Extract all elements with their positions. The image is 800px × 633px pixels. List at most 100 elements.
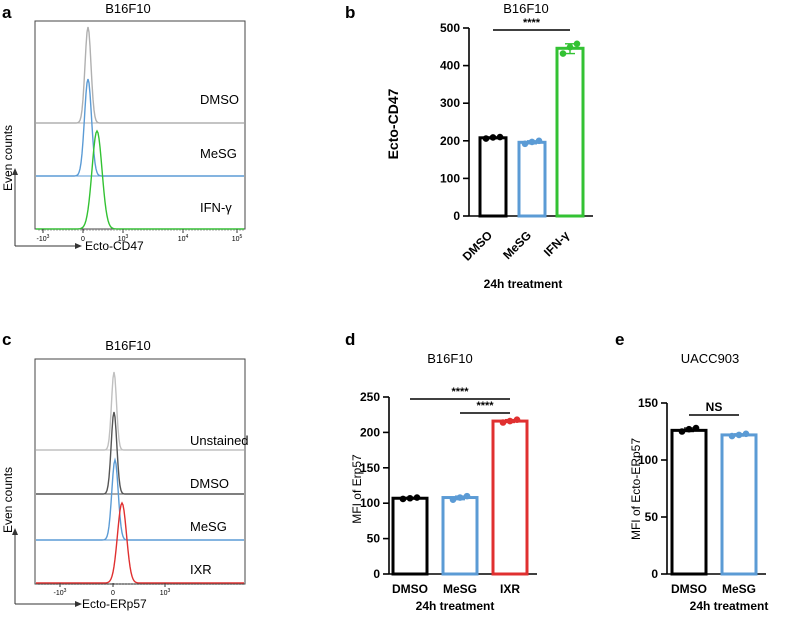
panel-c-label-dmso: DMSO xyxy=(190,476,229,491)
histogram-x-tick-label: 0 xyxy=(111,590,115,597)
panel-c-label-mesg: MeSG xyxy=(190,519,227,534)
panel-c-xlabel: Ecto-ERp57 xyxy=(82,597,147,611)
panel-d: B16F10 MFI of Erp57 24h treatment 0 50 100… xyxy=(350,351,537,613)
panel-b-title: B16F10 xyxy=(503,1,549,16)
data-point xyxy=(521,140,529,148)
panel-a-label-mesg: MeSG xyxy=(200,146,237,161)
y-tick-label: 50 xyxy=(367,532,381,546)
panel-c-ylabel: Even counts xyxy=(1,467,15,533)
panel-b: B16F10 Ecto-CD47 24h treatment 0 100 200 30… xyxy=(385,1,593,291)
y-tick-label: 400 xyxy=(440,59,460,73)
panel-c-title: B16F10 xyxy=(105,338,151,353)
y-tick-label: 100 xyxy=(638,453,658,467)
data-point xyxy=(513,416,521,423)
bar-ifn xyxy=(555,46,585,218)
panel-c-label-ixr: IXR xyxy=(190,562,212,577)
data-point xyxy=(678,428,686,435)
bar-mesg xyxy=(517,140,547,218)
panel-a: B16F10 -103 0 103 104 105 DMSO MeSG IFN-γ Ec… xyxy=(1,1,246,253)
panel-a-y-arrowhead xyxy=(12,168,18,175)
data-point xyxy=(482,135,490,142)
y-tick-label: 0 xyxy=(453,209,460,223)
data-point xyxy=(463,492,471,500)
panel-letter-c: c xyxy=(2,330,11,349)
data-point xyxy=(413,494,421,501)
x-category-label: DMSO xyxy=(460,228,495,263)
data-point xyxy=(742,430,750,438)
bar-mesg xyxy=(720,433,758,576)
bar-dmso xyxy=(670,428,708,576)
bar-dmso xyxy=(391,496,429,576)
panel-c-y-arrowhead xyxy=(12,528,18,535)
panel-letter-b: b xyxy=(345,3,355,22)
significance-label: **** xyxy=(523,17,541,29)
y-tick-label: 300 xyxy=(440,96,460,110)
data-point xyxy=(449,496,457,503)
y-tick-label: 50 xyxy=(645,510,659,524)
panel-letter-a: a xyxy=(2,3,12,22)
y-tick-label: 0 xyxy=(373,567,380,581)
x-category-label: IFN-γ xyxy=(541,228,572,259)
data-point xyxy=(399,495,407,503)
y-tick-label: 150 xyxy=(360,461,380,475)
data-point xyxy=(692,424,700,432)
y-tick-label: 500 xyxy=(440,21,460,35)
y-tick-label: 100 xyxy=(440,171,460,185)
x-category-label: DMSO xyxy=(392,582,428,596)
panel-a-ylabel: Even counts xyxy=(1,125,15,191)
panel-a-frame xyxy=(34,20,246,230)
x-category-label: MeSG xyxy=(443,582,477,596)
panel-a-label-dmso: DMSO xyxy=(200,92,239,107)
histogram-curve-dmso xyxy=(36,411,244,495)
panel-e-xlabel: 24h treatment xyxy=(690,599,769,613)
panel-c-frame xyxy=(34,358,246,585)
y-tick-label: 200 xyxy=(360,425,380,439)
panel-e-title: UACC903 xyxy=(681,351,740,366)
panel-d-xlabel: 24h treatment xyxy=(416,599,495,613)
data-point xyxy=(496,133,504,141)
significance-label: **** xyxy=(451,386,469,398)
histogram-curve-ifn xyxy=(36,129,244,230)
data-point xyxy=(559,50,567,57)
panel-letter-d: d xyxy=(345,330,355,349)
histogram-x-tick-label: -103 xyxy=(37,234,50,243)
significance-label: **** xyxy=(476,400,494,412)
x-category-label: DMSO xyxy=(671,582,707,596)
data-point xyxy=(573,40,581,48)
bar-mesg xyxy=(441,496,479,576)
panel-a-label-ifn: IFN-γ xyxy=(200,200,232,215)
histogram-x-tick-label: -103 xyxy=(54,588,67,597)
y-tick-label: 200 xyxy=(440,134,460,148)
significance-label: NS xyxy=(706,400,723,414)
histogram-curve-unstained xyxy=(36,371,244,451)
panel-a-x-arrowhead xyxy=(75,243,82,249)
bar-dmso xyxy=(478,136,508,218)
y-tick-label: 250 xyxy=(360,390,380,404)
x-category-label: MeSG xyxy=(722,582,756,596)
panel-b-ylabel: Ecto-CD47 xyxy=(385,88,401,159)
panel-c-label-unstained: Unstained xyxy=(190,433,249,448)
data-point xyxy=(499,419,507,426)
panel-letter-e: e xyxy=(615,330,624,349)
histogram-x-tick-label: 105 xyxy=(232,234,243,243)
panel-e-ylabel: MFI of Ecto-ERp57 xyxy=(629,438,643,540)
panel-b-xlabel: 24h treatment xyxy=(484,277,563,291)
y-tick-label: 150 xyxy=(638,396,658,410)
y-tick-label: 100 xyxy=(360,496,380,510)
histogram-curve-ixr xyxy=(36,501,244,584)
panel-c: B16F10 -103 0 103 Unstained DMSO MeSG IXR … xyxy=(1,338,249,611)
histogram-x-tick-label: 103 xyxy=(118,234,129,243)
panel-c-x-arrowhead xyxy=(75,601,82,607)
panel-d-title: B16F10 xyxy=(427,351,473,366)
histogram-x-tick-label: 0 xyxy=(81,236,85,243)
x-category-label: MeSG xyxy=(500,228,534,262)
panel-a-title: B16F10 xyxy=(105,1,151,16)
histogram-curve-dmso xyxy=(36,26,244,124)
bar-ixr xyxy=(491,419,529,576)
histogram-curve-mesg xyxy=(36,78,244,177)
x-category-label: IXR xyxy=(500,582,520,596)
data-point xyxy=(535,137,543,145)
histogram-curve-mesg xyxy=(36,457,244,541)
